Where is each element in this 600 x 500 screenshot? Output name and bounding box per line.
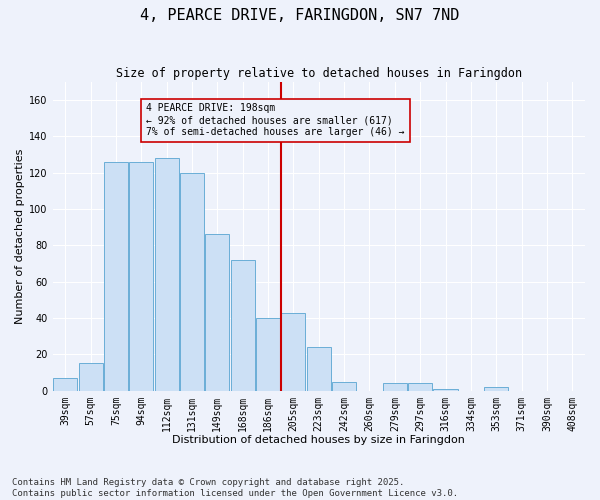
Bar	[484, 387, 508, 390]
Bar	[281, 312, 305, 390]
Text: 4 PEARCE DRIVE: 198sqm
← 92% of detached houses are smaller (617)
7% of semi-det: 4 PEARCE DRIVE: 198sqm ← 92% of detached…	[146, 104, 405, 136]
X-axis label: Distribution of detached houses by size in Faringdon: Distribution of detached houses by size …	[172, 435, 465, 445]
Title: Size of property relative to detached houses in Faringdon: Size of property relative to detached ho…	[116, 68, 522, 80]
Bar	[230, 260, 255, 390]
Bar	[307, 347, 331, 391]
Bar	[79, 364, 103, 390]
Bar	[383, 384, 407, 390]
Bar	[155, 158, 179, 390]
Text: 4, PEARCE DRIVE, FARINGDON, SN7 7ND: 4, PEARCE DRIVE, FARINGDON, SN7 7ND	[140, 8, 460, 22]
Bar	[180, 172, 204, 390]
Bar	[332, 382, 356, 390]
Text: Contains HM Land Registry data © Crown copyright and database right 2025.
Contai: Contains HM Land Registry data © Crown c…	[12, 478, 458, 498]
Bar	[408, 384, 432, 390]
Bar	[205, 234, 229, 390]
Bar	[129, 162, 154, 390]
Bar	[53, 378, 77, 390]
Bar	[104, 162, 128, 390]
Y-axis label: Number of detached properties: Number of detached properties	[15, 148, 25, 324]
Bar	[433, 389, 458, 390]
Bar	[256, 318, 280, 390]
